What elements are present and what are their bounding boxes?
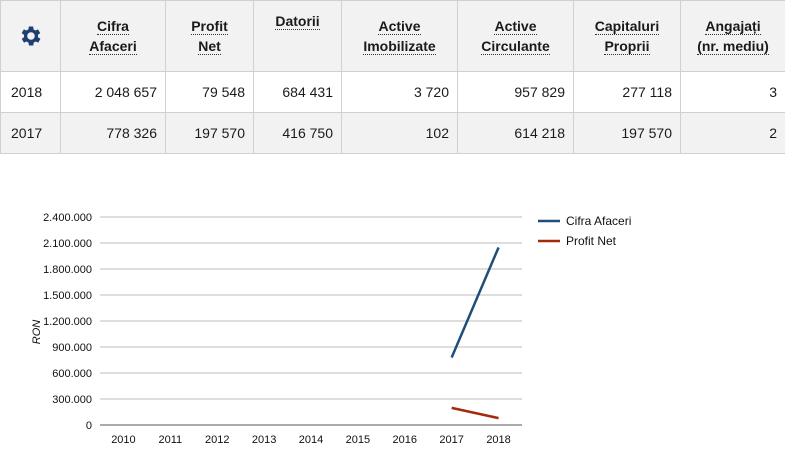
table-header-row: Cifra Afaceri Profit Net Datorii Active …: [0, 0, 785, 72]
col-header-line: Net: [198, 38, 221, 55]
x-tick-label: 2017: [439, 434, 463, 446]
grid-lines: [100, 216, 522, 426]
financial-table: Cifra Afaceri Profit Net Datorii Active …: [0, 0, 785, 154]
col-header-angajati[interactable]: Angajați (nr. mediu): [680, 0, 785, 72]
col-header-line: Active: [378, 18, 421, 35]
col-header-line: Afaceri: [89, 38, 137, 55]
capitaluri-proprii-cell: 197 570: [573, 112, 681, 154]
col-header-line: Angajați: [705, 18, 761, 35]
year-cell: 2018: [0, 71, 61, 113]
col-header-line: (nr. mediu): [697, 38, 769, 55]
y-axis-label: RON: [31, 320, 43, 345]
profit-net-cell: 79 548: [165, 71, 254, 113]
angajati-cell: 2: [680, 112, 785, 154]
series-line: [450, 246, 500, 359]
col-header-active-circulante[interactable]: Active Circulante: [457, 0, 574, 72]
line-chart: 0 300.000 600.000 900.000 1.200.000 1.500.000…: [31, 212, 631, 446]
legend-label: Cifra Afaceri: [566, 214, 631, 228]
col-header-line: Cifra: [97, 18, 129, 35]
angajati-cell: 3: [680, 71, 785, 113]
y-tick-label: 1.800.000: [43, 264, 92, 276]
col-header-line: Active: [494, 18, 537, 35]
cifra-afaceri-cell: 2 048 657: [60, 71, 166, 113]
x-tick-label: 2010: [111, 434, 135, 446]
active-imobilizate-cell: 3 720: [341, 71, 458, 113]
col-header-line: Profit: [191, 18, 228, 35]
series-lines: [450, 246, 500, 420]
col-header-line: Capitaluri: [594, 18, 660, 35]
datorii-cell: 684 431: [253, 71, 342, 113]
active-circulante-cell: 614 218: [457, 112, 574, 154]
y-axis-ticks: 0 300.000 600.000 900.000 1.200.000 1.500.000…: [43, 212, 92, 432]
x-tick-label: 2016: [393, 434, 417, 446]
active-imobilizate-cell: 102: [341, 112, 458, 154]
gear-icon[interactable]: [18, 23, 44, 49]
col-header-line: Imobilizate: [363, 38, 436, 55]
col-header-active-imobilizate[interactable]: Active Imobilizate: [341, 0, 458, 72]
legend: Cifra Afaceri Profit Net: [538, 214, 631, 248]
table-row: 2018 2 048 657 79 548 684 431 3 720 957 …: [0, 71, 785, 113]
capitaluri-proprii-cell: 277 118: [573, 71, 681, 113]
y-tick-label: 300.000: [52, 394, 92, 406]
y-tick-label: 600.000: [52, 368, 92, 380]
y-tick-label: 2.400.000: [43, 212, 92, 224]
series-line: [451, 406, 499, 420]
y-tick-label: 0: [86, 420, 92, 432]
datorii-cell: 416 750: [253, 112, 342, 154]
x-tick-label: 2012: [205, 434, 229, 446]
profit-net-cell: 197 570: [165, 112, 254, 154]
x-tick-label: 2015: [346, 434, 370, 446]
settings-cell[interactable]: [0, 0, 61, 72]
y-tick-label: 900.000: [52, 342, 92, 354]
y-tick-label: 1.500.000: [43, 290, 92, 302]
table-row: 2017 778 326 197 570 416 750 102 614 218…: [0, 112, 785, 154]
col-header-profit-net[interactable]: Profit Net: [165, 0, 254, 72]
col-header-line: Proprii: [604, 38, 650, 55]
col-header-datorii[interactable]: Datorii: [253, 0, 342, 72]
col-header-cifra-afaceri[interactable]: Cifra Afaceri: [60, 0, 166, 72]
year-cell: 2017: [0, 112, 61, 154]
legend-label: Profit Net: [566, 234, 617, 248]
col-header-line: Datorii: [275, 13, 320, 30]
y-tick-label: 1.200.000: [43, 316, 92, 328]
x-tick-label: 2013: [252, 434, 276, 446]
x-axis-ticks: 2010 2011 2012 2013 2014 2015 2016 2017 2018: [111, 434, 511, 446]
x-tick-label: 2011: [159, 434, 183, 446]
cifra-afaceri-cell: 778 326: [60, 112, 166, 154]
active-circulante-cell: 957 829: [457, 71, 574, 113]
y-tick-label: 2.100.000: [43, 238, 92, 250]
x-tick-label: 2014: [299, 434, 323, 446]
col-header-capitaluri-proprii[interactable]: Capitaluri Proprii: [573, 0, 681, 72]
x-tick-label: 2018: [486, 434, 510, 446]
col-header-line: Circulante: [481, 38, 550, 55]
